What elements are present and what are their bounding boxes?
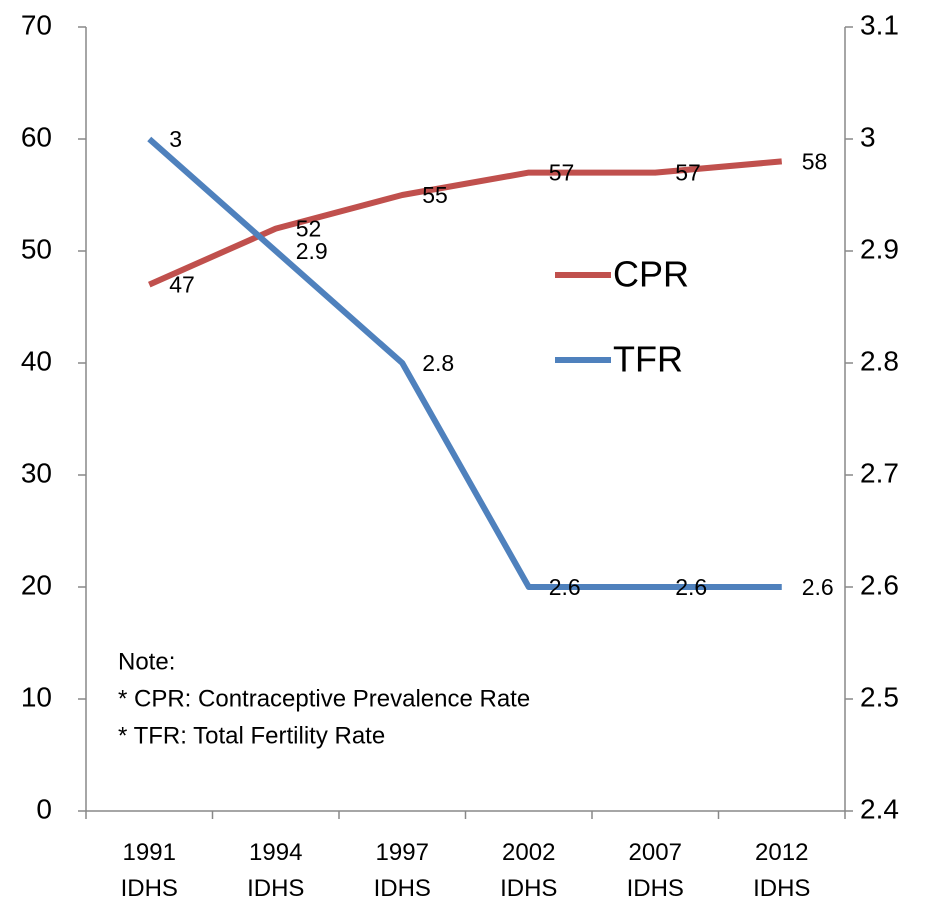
y2-tick-label: 2.6 bbox=[860, 569, 899, 600]
legend-label: CPR bbox=[613, 254, 689, 295]
y-tick-label: 0 bbox=[36, 793, 52, 824]
data-label: 57 bbox=[549, 160, 575, 186]
line bbox=[148, 158, 783, 288]
data-label: 2.6 bbox=[802, 574, 834, 600]
x-tick-label: 1997 IDHS bbox=[373, 839, 431, 902]
x-tick-label: 2002 IDHS bbox=[500, 839, 558, 902]
annotation: * TFR: Total Fertility Rate bbox=[118, 722, 385, 749]
y-tick-label: 30 bbox=[21, 457, 52, 488]
y-tick-label: 10 bbox=[21, 681, 52, 712]
annotation: * CPR: Contraceptive Prevalence Rate bbox=[118, 685, 530, 712]
y2-tick-label: 2.4 bbox=[860, 793, 899, 824]
data-label: 2.9 bbox=[296, 238, 328, 264]
annotation: Note: bbox=[118, 648, 175, 675]
data-label: 47 bbox=[169, 272, 195, 298]
data-label: 3 bbox=[169, 126, 182, 152]
data-label: 2.8 bbox=[422, 350, 454, 376]
y2-tick-label: 2.5 bbox=[860, 681, 899, 712]
y-tick-label: 20 bbox=[21, 569, 52, 600]
x-tick-label: 1991 IDHS bbox=[120, 839, 178, 902]
data-label: 58 bbox=[802, 148, 828, 174]
x-tick-label: 2007 IDHS bbox=[626, 839, 684, 902]
y-tick-label: 50 bbox=[21, 233, 52, 264]
y2-tick-label: 3 bbox=[860, 121, 876, 152]
x-tick-label: 2012 IDHS bbox=[753, 839, 811, 902]
y2-tick-label: 2.7 bbox=[860, 457, 899, 488]
data-label: 2.6 bbox=[549, 574, 581, 600]
legend-label: TFR bbox=[613, 339, 683, 380]
y2-tick-label: 2.9 bbox=[860, 233, 899, 264]
y2-tick-label: 3.1 bbox=[860, 9, 899, 40]
data-label: 57 bbox=[675, 160, 701, 186]
y-tick-label: 40 bbox=[21, 345, 52, 376]
y2-tick-label: 2.8 bbox=[860, 345, 899, 376]
data-label: 55 bbox=[422, 182, 448, 208]
x-tick-label: 1994 IDHS bbox=[247, 839, 305, 902]
line bbox=[147, 136, 782, 590]
data-label: 52 bbox=[296, 216, 322, 242]
y-tick-label: 60 bbox=[21, 121, 52, 152]
y-tick-label: 70 bbox=[21, 9, 52, 40]
data-label: 2.6 bbox=[675, 574, 707, 600]
